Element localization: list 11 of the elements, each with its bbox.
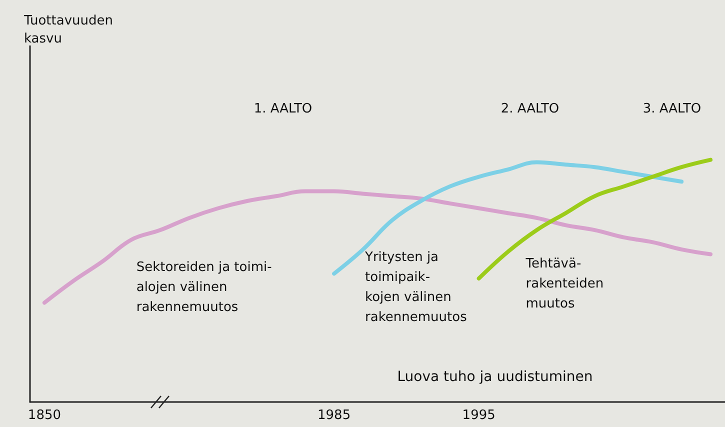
annotation: Luova tuho ja uudistuminen bbox=[397, 369, 593, 385]
text: 3. AALTO bbox=[642, 102, 702, 116]
series-label: Yritysten ja toimipaik- kojen välinen rakennemuutos bbox=[364, 250, 468, 325]
text: 1. AALTO bbox=[254, 102, 312, 116]
x-tick-label: 1995 bbox=[462, 408, 496, 423]
series-label: Sektoreiden ja toimi- alojen välinen rakennemuutos bbox=[136, 260, 272, 316]
x-tick-label: 1985 bbox=[318, 408, 351, 423]
text: Tuottavuuden kasvu bbox=[23, 14, 113, 46]
x-tick-label: 1850 bbox=[28, 408, 62, 423]
series-label: Tehtävä- rakenteiden muutos bbox=[524, 256, 604, 312]
text: 2. AALTO bbox=[500, 102, 560, 116]
